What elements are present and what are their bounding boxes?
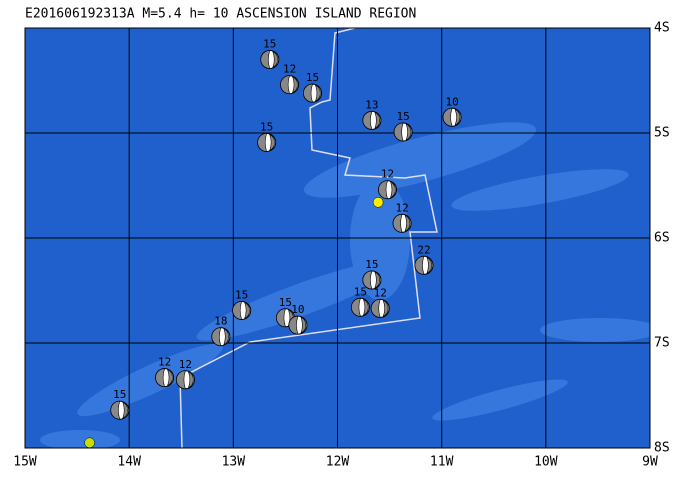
beachball-quadrant <box>414 255 433 275</box>
depth-label: 15 <box>397 110 410 123</box>
epicenter <box>372 197 384 208</box>
depth-label: 15 <box>235 288 248 301</box>
depth-label: 12 <box>395 201 408 214</box>
beachball-quadrant <box>110 400 128 420</box>
epicenter <box>84 437 95 448</box>
beachball-quadrant <box>362 111 381 130</box>
depth-label: 13 <box>365 98 378 111</box>
beachball-quadrant <box>303 83 321 103</box>
depth-label: 10 <box>291 303 304 316</box>
x-tick-label: 14W <box>117 455 141 470</box>
depth-label: 12 <box>283 63 296 76</box>
beachball-quadrant <box>232 301 250 320</box>
depth-label: 12 <box>179 358 192 371</box>
depth-label: 12 <box>374 286 387 299</box>
beachball-quadrant <box>211 327 230 347</box>
y-tick-label: 5S <box>654 126 670 141</box>
depth-label: 15 <box>306 71 319 84</box>
x-tick-label: 13W <box>222 455 246 470</box>
x-tick-label: 10W <box>534 455 558 470</box>
depth-label: 22 <box>417 243 430 256</box>
depth-label: 15 <box>260 120 273 133</box>
depth-label: 15 <box>113 388 126 401</box>
y-tick-label: 8S <box>654 441 670 456</box>
bathymetry <box>40 122 650 448</box>
depth-label: 12 <box>158 356 171 369</box>
x-tick-label: 12W <box>326 455 350 470</box>
y-tick-label: 4S <box>654 21 670 36</box>
beachball-quadrant <box>442 107 461 127</box>
beachball-quadrant <box>393 122 412 142</box>
x-tick-label: 11W <box>430 455 454 470</box>
beachball-quadrant <box>370 299 389 318</box>
depth-label: 12 <box>381 168 394 181</box>
beachball-quadrant <box>155 368 173 387</box>
depth-label: 15 <box>279 296 292 309</box>
beachball-quadrant <box>392 213 411 233</box>
x-tick-label: 9W <box>642 455 658 470</box>
beachball-quadrant <box>260 50 278 69</box>
depth-label: 15 <box>263 38 276 51</box>
depth-label: 15 <box>354 285 367 298</box>
y-tick-label: 7S <box>654 336 670 351</box>
depth-label: 10 <box>445 95 458 108</box>
beachball-quadrant <box>280 75 298 95</box>
map-title: E201606192313A M=5.4 h= 10 ASCENSION ISL… <box>25 7 416 22</box>
beachball-quadrant <box>176 370 194 390</box>
beachball-quadrant <box>276 308 294 328</box>
beachball-quadrant <box>351 297 369 317</box>
beachball-quadrant <box>257 133 275 152</box>
depth-label: 18 <box>214 315 227 328</box>
y-tick-label: 6S <box>654 231 670 246</box>
beachball-quadrant <box>288 315 307 335</box>
plate-boundary <box>179 28 438 448</box>
x-tick-label: 15W <box>13 455 37 470</box>
beachball-quadrant <box>378 180 396 200</box>
depth-label: 15 <box>365 258 378 271</box>
beachball-quadrant <box>362 270 381 290</box>
